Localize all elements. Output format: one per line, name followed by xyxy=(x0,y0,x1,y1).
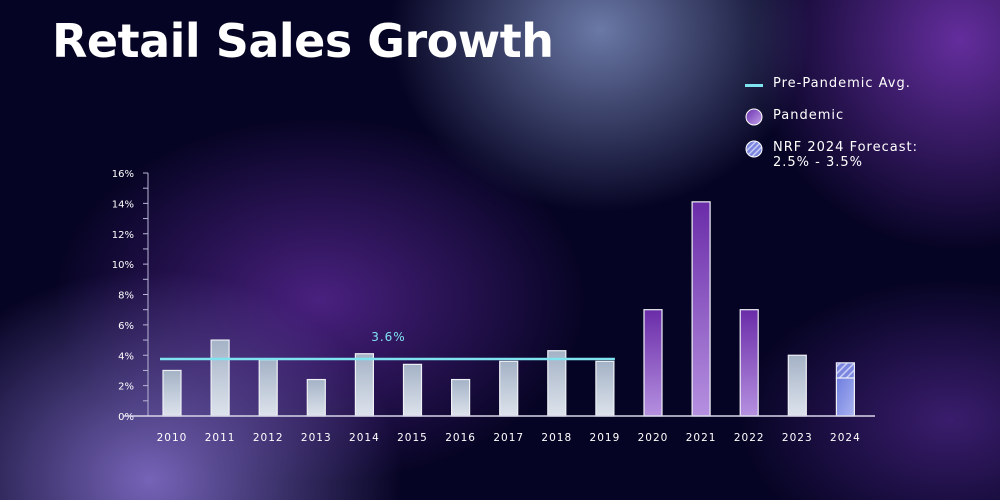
x-tick-label: 2022 xyxy=(734,432,765,444)
y-tick-label: 6% xyxy=(118,321,134,332)
bar-2010 xyxy=(162,369,182,417)
x-tick-label: 2012 xyxy=(253,432,284,444)
bar-2016 xyxy=(451,378,471,417)
y-tick-label: 12% xyxy=(112,230,134,241)
bar-2015 xyxy=(402,363,423,417)
y-tick-label: 0% xyxy=(118,412,134,423)
x-tick-label: 2021 xyxy=(686,432,717,444)
x-tick-label: 2013 xyxy=(301,432,332,444)
bar-2020 xyxy=(643,309,663,417)
x-tick-label: 2019 xyxy=(590,432,621,444)
x-tick-label: 2015 xyxy=(397,432,428,444)
y-tick-label: 16% xyxy=(112,169,134,180)
legend-label: Pandemic xyxy=(773,108,845,123)
avg-line-label: 3.6% xyxy=(371,330,406,344)
circle-swatch-icon xyxy=(745,108,763,126)
x-tick-label: 2017 xyxy=(493,432,524,444)
legend-label: NRF 2024 Forecast: xyxy=(773,140,918,155)
bar-2023 xyxy=(787,354,807,417)
bar-2017 xyxy=(499,360,519,417)
forecast-range-bar xyxy=(835,362,856,379)
legend: Pre-Pandemic Avg. Pandemic NRF 2024 Fore… xyxy=(745,76,918,184)
legend-item-pre-pandemic: Pre-Pandemic Avg. xyxy=(745,76,918,94)
legend-item-forecast: NRF 2024 Forecast: 2.5% - 3.5% xyxy=(745,140,918,170)
legend-item-pandemic: Pandemic xyxy=(745,108,918,126)
x-tick-label: 2016 xyxy=(445,432,476,444)
y-tick-label: 10% xyxy=(112,260,134,271)
x-tick-label: 2020 xyxy=(638,432,669,444)
y-tick-label: 8% xyxy=(118,291,134,302)
y-tick-label: 14% xyxy=(112,199,134,210)
x-tick-label: 2014 xyxy=(349,432,380,444)
legend-label: Pre-Pandemic Avg. xyxy=(773,76,911,91)
x-tick-label: 2018 xyxy=(541,432,572,444)
line-swatch-icon xyxy=(745,84,763,87)
bar-2022 xyxy=(739,309,759,417)
bar-2012 xyxy=(258,359,278,417)
legend-label-range: 2.5% - 3.5% xyxy=(773,155,864,170)
hatched-circle-swatch-icon xyxy=(745,140,763,158)
x-tick-label: 2024 xyxy=(830,432,861,444)
bar-2021 xyxy=(691,201,711,417)
y-tick-label: 2% xyxy=(118,382,134,393)
bar-2014 xyxy=(354,353,374,417)
x-tick-label: 2023 xyxy=(782,432,813,444)
bar-2013 xyxy=(306,378,326,417)
bar-2011 xyxy=(210,339,230,417)
chart-title: Retail Sales Growth xyxy=(52,14,554,68)
y-tick-label: 4% xyxy=(118,351,134,362)
x-tick-label: 2011 xyxy=(205,432,236,444)
x-tick-label: 2010 xyxy=(157,432,188,444)
bar-2019 xyxy=(595,360,615,417)
bar-2024 xyxy=(835,377,856,417)
bar-2018 xyxy=(547,350,567,417)
